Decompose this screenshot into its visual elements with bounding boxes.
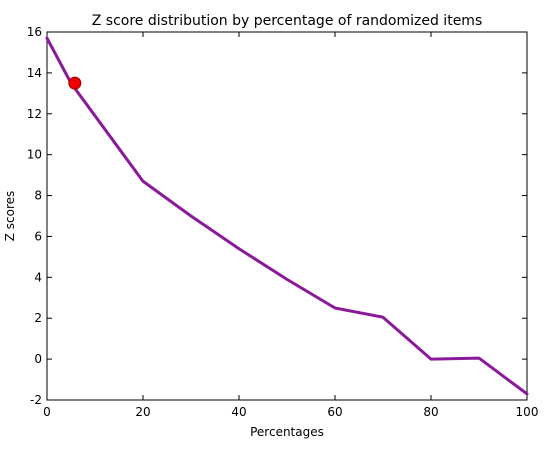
x-tick-label: 60 [327,405,342,419]
y-tick-label: 8 [34,189,42,203]
y-axis-label: Z scores [3,191,17,242]
y-tick-label: 14 [27,66,42,80]
y-tick-label: 4 [34,270,42,284]
x-tick-label: 20 [135,405,150,419]
x-tick-label: 40 [231,405,246,419]
y-tick-label: 0 [34,352,42,366]
y-tick-label: 16 [27,25,42,39]
y-tick-label: 6 [34,229,42,243]
x-tick-label: 100 [516,405,539,419]
plot-frame [46,31,528,401]
x-tick-label: 80 [423,405,438,419]
y-tick-label: 12 [27,107,42,121]
y-tick-label: -2 [30,393,42,407]
x-axis-label: Percentages [250,425,324,439]
chart-title: Z score distribution by percentage of ra… [92,13,482,29]
series-line [45,36,529,396]
highlight-point [68,76,82,90]
series-layer [45,36,529,396]
y-tick-label: 10 [27,148,42,162]
x-tick-label: 0 [43,405,51,419]
y-tick-label: 2 [34,311,42,325]
